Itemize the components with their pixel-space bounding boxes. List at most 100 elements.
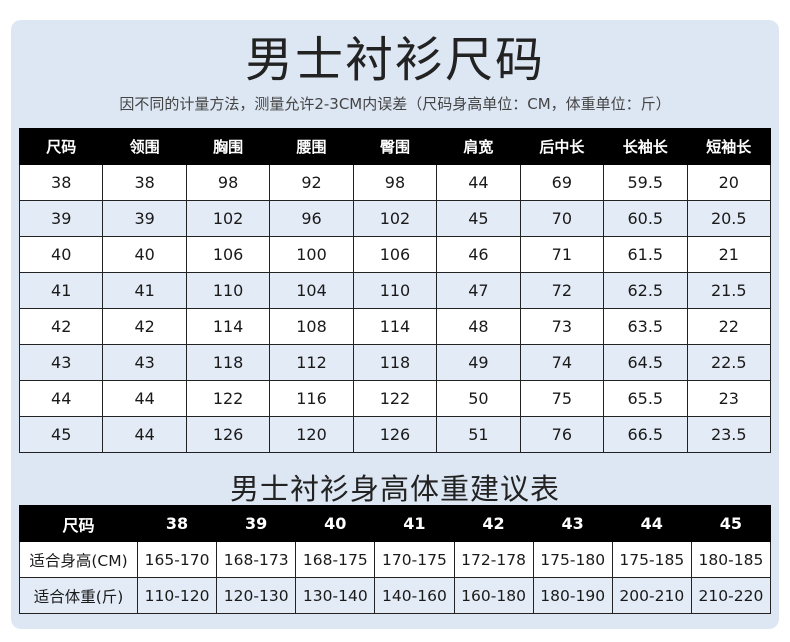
table-cell: 102 — [352, 200, 438, 237]
table-cell: 23 — [686, 380, 771, 417]
table-cell: 60.5 — [603, 200, 688, 237]
column-header: 43 — [532, 505, 613, 542]
table-cell: 114 — [185, 308, 271, 345]
table-cell: 适合身高(CM) — [19, 541, 138, 578]
table-cell: 104 — [269, 272, 354, 309]
table-cell: 41 — [18, 272, 104, 309]
table-cell: 39 — [18, 200, 104, 237]
column-header: 后中长 — [519, 128, 605, 165]
table-row: 45 44 126 120 126 51 76 66.5 23.5 — [18, 416, 771, 453]
table-cell: 43 — [18, 344, 104, 381]
table-cell: 46 — [436, 236, 521, 273]
table-cell: 108 — [269, 308, 354, 345]
table-row: 43 43 118 112 118 49 74 64.5 22.5 — [18, 344, 771, 381]
table-cell: 118 — [185, 344, 271, 381]
table-cell: 47 — [436, 272, 521, 309]
table-cell: 120-130 — [216, 577, 297, 614]
table-cell: 102 — [185, 200, 271, 237]
column-header: 领围 — [102, 128, 187, 165]
table-cell: 114 — [352, 308, 438, 345]
size-table: 尺码 领围 胸围 腰围 臀围 肩宽 后中长 长袖长 短袖长 38 38 98 92 98 44 69 59.5 2… — [18, 128, 771, 453]
column-header: 短袖长 — [686, 128, 771, 165]
table-cell: 110-120 — [136, 577, 218, 614]
table-cell: 118 — [352, 344, 438, 381]
table-cell: 210-220 — [690, 577, 772, 614]
header-row: 尺码 领围 胸围 腰围 臀围 肩宽 后中长 长袖长 短袖长 — [18, 128, 771, 165]
table-cell: 100 — [269, 236, 354, 273]
table-cell: 38 — [18, 164, 104, 201]
column-header: 44 — [611, 505, 692, 542]
table-cell: 41 — [102, 272, 187, 309]
table-cell: 98 — [352, 164, 438, 201]
column-header: 尺码 — [19, 505, 138, 542]
table-cell: 106 — [352, 236, 438, 273]
table-cell: 122 — [352, 380, 438, 417]
table-cell: 59.5 — [603, 164, 688, 201]
table-cell: 92 — [269, 164, 354, 201]
table-row: 38 38 98 92 98 44 69 59.5 20 — [18, 164, 771, 201]
table-row: 44 44 122 116 122 50 75 65.5 23 — [18, 380, 771, 417]
table-cell: 38 — [102, 164, 187, 201]
page-title: 男士衬衫尺码 — [244, 32, 545, 88]
table-cell: 98 — [185, 164, 271, 201]
table-cell: 168-175 — [295, 541, 376, 578]
table-cell: 43 — [102, 344, 187, 381]
table-cell: 40 — [102, 236, 187, 273]
table-cell: 42 — [102, 308, 187, 345]
table-cell: 20.5 — [686, 200, 771, 237]
table-cell: 21 — [686, 236, 771, 273]
table-cell: 110 — [185, 272, 271, 309]
header-row: 尺码 38 39 40 41 42 43 44 45 — [19, 505, 772, 542]
table-cell: 40 — [18, 236, 104, 273]
table-cell: 65.5 — [603, 380, 688, 417]
table-cell: 112 — [269, 344, 354, 381]
column-header: 腰围 — [269, 128, 354, 165]
table-cell: 45 — [436, 200, 521, 237]
table-cell: 61.5 — [603, 236, 688, 273]
column-header: 39 — [216, 505, 297, 542]
column-header: 41 — [374, 505, 455, 542]
table-cell: 64.5 — [603, 344, 688, 381]
column-header: 42 — [453, 505, 534, 542]
table-cell: 44 — [18, 380, 104, 417]
table-cell: 62.5 — [603, 272, 688, 309]
table-cell: 120 — [269, 416, 354, 453]
column-header: 尺码 — [18, 128, 104, 165]
table-cell: 51 — [436, 416, 521, 453]
table-cell: 74 — [519, 344, 605, 381]
table-cell: 44 — [102, 416, 187, 453]
table-cell: 48 — [436, 308, 521, 345]
column-header: 长袖长 — [603, 128, 688, 165]
table-cell: 66.5 — [603, 416, 688, 453]
table-cell: 96 — [269, 200, 354, 237]
table-cell: 106 — [185, 236, 271, 273]
table-cell: 122 — [185, 380, 271, 417]
column-header: 肩宽 — [436, 128, 521, 165]
measurement-note: 因不同的计量方法，测量允许2-3CM内误差（尺码身高单位：CM，体重单位：斤） — [119, 95, 671, 113]
table-cell: 130-140 — [295, 577, 376, 614]
table-cell: 73 — [519, 308, 605, 345]
table-cell: 168-173 — [216, 541, 297, 578]
table-row: 40 40 106 100 106 46 71 61.5 21 — [18, 236, 771, 273]
table-row: 适合体重(斤) 110-120 120-130 130-140 140-160 160-1… — [19, 577, 772, 614]
table-cell: 22 — [686, 308, 771, 345]
table-row: 39 39 102 96 102 45 70 60.5 20.5 — [18, 200, 771, 237]
column-header: 臀围 — [352, 128, 438, 165]
table-cell: 175-185 — [611, 541, 692, 578]
table-cell: 126 — [352, 416, 438, 453]
table-cell: 23.5 — [686, 416, 771, 453]
table-cell: 44 — [102, 380, 187, 417]
table-cell: 175-180 — [532, 541, 613, 578]
table-cell: 170-175 — [374, 541, 455, 578]
table-cell: 140-160 — [374, 577, 455, 614]
table-cell: 21.5 — [686, 272, 771, 309]
table-cell: 69 — [519, 164, 605, 201]
column-header: 胸围 — [185, 128, 271, 165]
table-cell: 50 — [436, 380, 521, 417]
table-cell: 63.5 — [603, 308, 688, 345]
recommend-title: 男士衬衫身高体重建议表 — [229, 472, 560, 506]
table-cell: 39 — [102, 200, 187, 237]
recommend-table: 尺码 38 39 40 41 42 43 44 45 适合身高(CM) 165-170 168-173… — [19, 505, 772, 614]
table-cell: 76 — [519, 416, 605, 453]
table-cell: 适合体重(斤) — [19, 577, 138, 614]
